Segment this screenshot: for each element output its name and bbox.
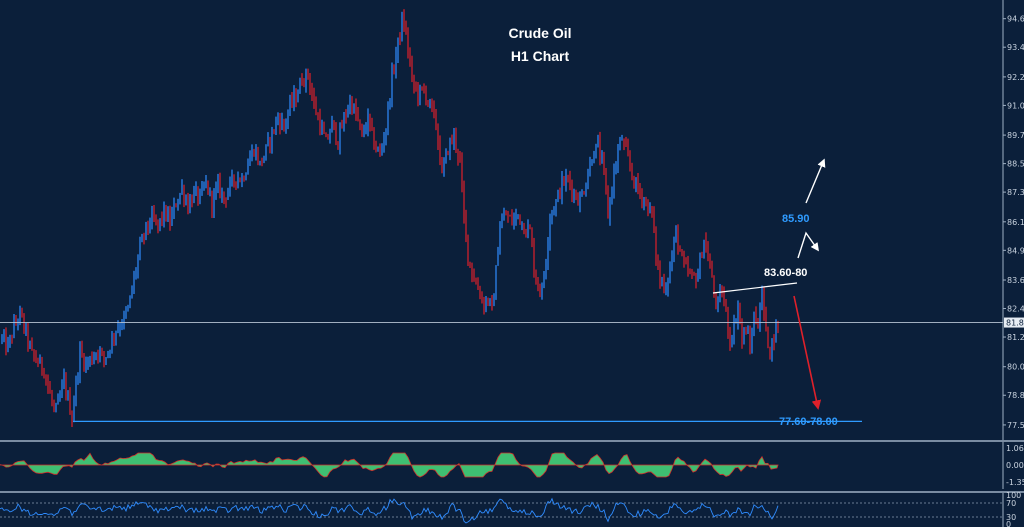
price-tick-label: 82.45 (1007, 305, 1024, 314)
price-tick-label: 93.45 (1007, 43, 1024, 52)
price-tick-label: 77.55 (1007, 421, 1024, 430)
oscillator-panel: 1.064 0.00 -1.355 (0, 440, 1024, 489)
oscillator-tick-label: 1.064 (1006, 444, 1024, 453)
price-tick-label: 86.10 (1007, 218, 1024, 227)
oscillator-area (0, 452, 779, 478)
price-tick-label: 89.75 (1007, 131, 1024, 140)
current-price-label: 81.86 (1006, 319, 1024, 328)
overlay-annotations: 85.90 83.60-80 77.60-78.00 (73, 158, 862, 428)
level-label-upper: 85.90 (782, 213, 810, 225)
price-tick-label: 88.55 (1007, 160, 1024, 169)
price-axis: 94.65 93.45 92.20 91.00 89.75 88.55 87.35 86.10… (0, 0, 1024, 440)
rsi-tick-label: 100 (1006, 491, 1021, 500)
bearish-arrow (793, 295, 822, 410)
rejection-arrow (797, 231, 819, 259)
level-label-lower: 77.60-78.00 (779, 416, 838, 428)
rsi-tick-label: 30 (1006, 513, 1016, 522)
current-price-box (1004, 317, 1024, 328)
price-tick-label: 78.80 (1007, 391, 1024, 400)
bullish-arrow (805, 158, 826, 204)
chart-title: Crude Oil (508, 25, 571, 41)
price-tick-label: 80.00 (1007, 363, 1024, 372)
chart-subtitle: H1 Chart (511, 48, 570, 64)
price-tick-label: 84.90 (1007, 246, 1024, 255)
level-label-mid: 83.60-80 (764, 267, 807, 279)
resistance-trendline (712, 282, 798, 294)
rsi-tick-label: 70 (1006, 499, 1016, 508)
price-tick-label: 83.65 (1007, 276, 1024, 285)
price-candles (1, 9, 779, 427)
rsi-tick-label: 0 (1006, 520, 1011, 527)
price-tick-label: 87.35 (1007, 188, 1024, 197)
price-tick-label: 94.65 (1007, 15, 1024, 24)
price-tick-label: 91.00 (1007, 101, 1024, 110)
rsi-line (0, 497, 779, 524)
oscillator-tick-label: -1.355 (1006, 478, 1024, 487)
price-tick-label: 81.25 (1007, 333, 1024, 342)
oscillator-tick-label: 0.00 (1006, 461, 1024, 470)
price-tick-label: 92.20 (1007, 73, 1024, 82)
